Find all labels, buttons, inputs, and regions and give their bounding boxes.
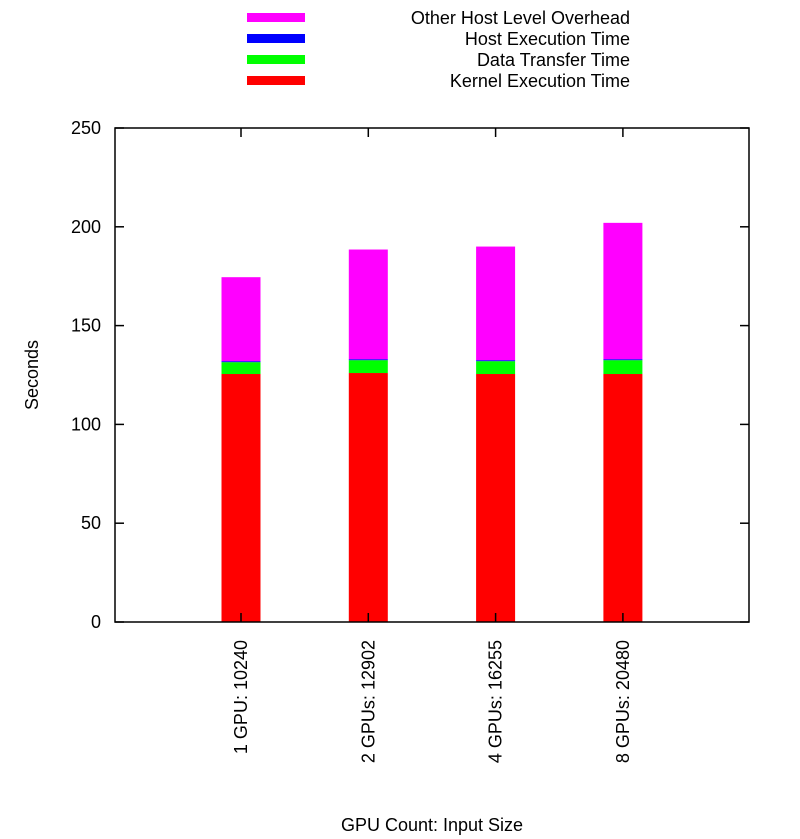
bar-segment-other-host-level-overhead [603, 222, 643, 360]
legend-swatch [247, 76, 305, 85]
bar-segment-host-execution-time [603, 359, 643, 361]
x-axis-title: GPU Count: Input Size [341, 815, 523, 835]
x-tick-label: 2 GPUs: 12902 [358, 640, 378, 763]
legend-label: Kernel Execution Time [450, 71, 630, 91]
legend-swatch [247, 34, 305, 43]
x-tick-label: 4 GPUs: 16255 [486, 640, 506, 763]
bars [221, 222, 643, 622]
bar-segment-data-transfer-time [603, 360, 643, 375]
legend-label: Data Transfer Time [477, 50, 630, 70]
bar-segment-other-host-level-overhead [476, 246, 516, 361]
bar-segment-other-host-level-overhead [221, 277, 261, 362]
bar-segment-host-execution-time [348, 359, 388, 361]
legend-swatch [247, 13, 305, 22]
bar-segment-other-host-level-overhead [348, 249, 388, 360]
y-tick-label: 100 [71, 414, 101, 434]
bar-segment-host-execution-time [476, 360, 516, 362]
bar-segment-data-transfer-time [476, 361, 516, 375]
y-tick-label: 200 [71, 217, 101, 237]
y-tick-label: 0 [91, 612, 101, 632]
x-tick-label: 1 GPU: 10240 [231, 640, 251, 754]
y-tick-label: 150 [71, 316, 101, 336]
bar-segment-data-transfer-time [221, 362, 261, 375]
plot-frame [114, 127, 750, 623]
y-axis: 0 50 100 150 200 250 [71, 118, 749, 632]
bar-segment-host-execution-time [221, 361, 261, 363]
legend-swatch [247, 55, 305, 64]
bar-segment-kernel-execution-time [348, 373, 388, 622]
bar-segment-kernel-execution-time [603, 374, 643, 622]
legend-label: Other Host Level Overhead [411, 8, 630, 28]
y-tick-label: 50 [81, 513, 101, 533]
bar-segment-data-transfer-time [348, 360, 388, 374]
legend-label: Host Execution Time [465, 29, 630, 49]
bar-segment-kernel-execution-time [221, 374, 261, 622]
y-axis-title: Seconds [22, 340, 42, 410]
x-tick-label: 8 GPUs: 20480 [613, 640, 633, 763]
x-axis: 1 GPU: 10240 2 GPUs: 12902 4 GPUs: 16255 8 … [231, 128, 633, 763]
bar-segment-kernel-execution-time [476, 374, 516, 622]
y-tick-label: 250 [71, 118, 101, 138]
